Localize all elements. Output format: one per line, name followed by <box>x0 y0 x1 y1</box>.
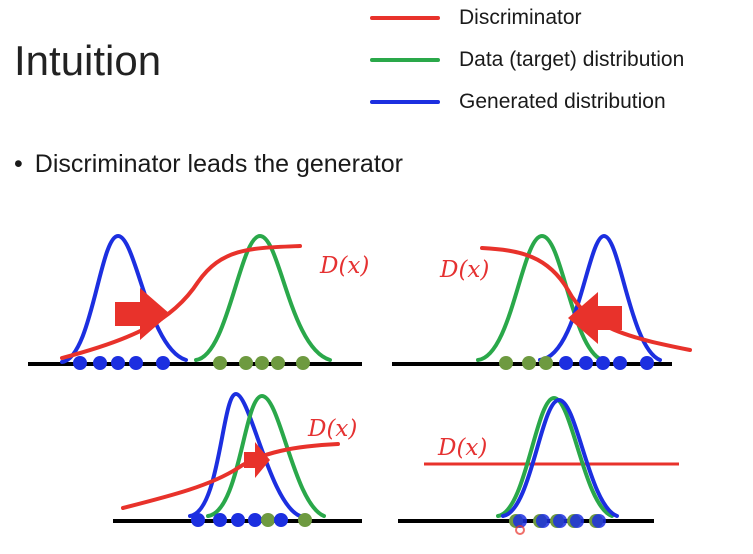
generated-point <box>570 514 584 528</box>
panel-top-left: D(x) <box>28 233 369 370</box>
discriminator-curve <box>121 442 340 510</box>
generated-point <box>191 513 205 527</box>
generated-point <box>513 514 527 528</box>
push-arrow-left <box>568 292 622 344</box>
slide-title: Intuition <box>14 37 162 84</box>
discriminator-label: D(x) <box>437 435 487 461</box>
generated-point <box>592 514 606 528</box>
generated-point <box>111 356 125 370</box>
generated-point <box>596 356 610 370</box>
legend: Discriminator Data (target) distribution… <box>370 0 750 125</box>
legend-swatch-generated-distribution <box>370 100 440 104</box>
legend-item-generated-distribution: Generated distribution <box>370 86 750 116</box>
generated-point <box>73 356 87 370</box>
cursor-marker <box>515 525 525 535</box>
discriminator-curve <box>60 244 302 360</box>
generated-point <box>156 356 170 370</box>
legend-label-discriminator: Discriminator <box>459 6 582 29</box>
generated-point <box>129 356 143 370</box>
generated-point <box>613 356 627 370</box>
data-point <box>239 356 253 370</box>
generated-point <box>248 513 262 527</box>
legend-label-generated-distribution: Generated distribution <box>459 90 666 113</box>
data-point <box>298 513 312 527</box>
data-distribution-curve <box>194 233 332 362</box>
generated-distribution-curve <box>538 233 662 362</box>
data-point <box>296 356 310 370</box>
push-arrow-right <box>244 442 270 478</box>
push-arrow-right <box>115 288 170 340</box>
generated-distribution-curve <box>501 397 619 518</box>
bullet-symbol: • <box>14 150 23 178</box>
data-point <box>261 513 275 527</box>
data-point <box>213 356 227 370</box>
generated-point <box>553 514 567 528</box>
generated-distribution-curve <box>60 233 188 364</box>
generated-point <box>536 514 550 528</box>
panel-top-right: D(x) <box>392 233 692 370</box>
legend-item-data-distribution: Data (target) distribution <box>370 44 750 74</box>
legend-swatch-discriminator <box>370 16 440 20</box>
data-distribution-curve <box>206 393 326 518</box>
generated-point <box>274 513 288 527</box>
bullet-point: • Discriminator leads the generator <box>14 149 403 179</box>
data-distribution-curve <box>496 395 614 518</box>
data-point <box>539 356 553 370</box>
discriminator-curve <box>480 246 692 352</box>
legend-item-discriminator: Discriminator <box>370 2 750 32</box>
data-point <box>271 356 285 370</box>
generated-point <box>231 513 245 527</box>
generated-point <box>93 356 107 370</box>
generated-point <box>559 356 573 370</box>
panel-bottom-right: D(x) <box>398 395 679 535</box>
bullet-text: Discriminator leads the generator <box>34 150 403 178</box>
panel-bottom-left: D(x) <box>113 391 362 527</box>
generated-point <box>213 513 227 527</box>
data-distribution-curve <box>476 233 604 362</box>
legend-swatch-data-distribution <box>370 58 440 62</box>
data-point <box>255 356 269 370</box>
legend-label-data-distribution: Data (target) distribution <box>459 48 685 71</box>
generated-distribution-curve <box>188 391 302 518</box>
generated-point <box>579 356 593 370</box>
data-point <box>499 356 513 370</box>
data-point <box>522 356 536 370</box>
discriminator-label: D(x) <box>319 253 369 279</box>
discriminator-label: D(x) <box>439 257 489 283</box>
generated-point <box>640 356 654 370</box>
discriminator-label: D(x) <box>307 416 357 442</box>
